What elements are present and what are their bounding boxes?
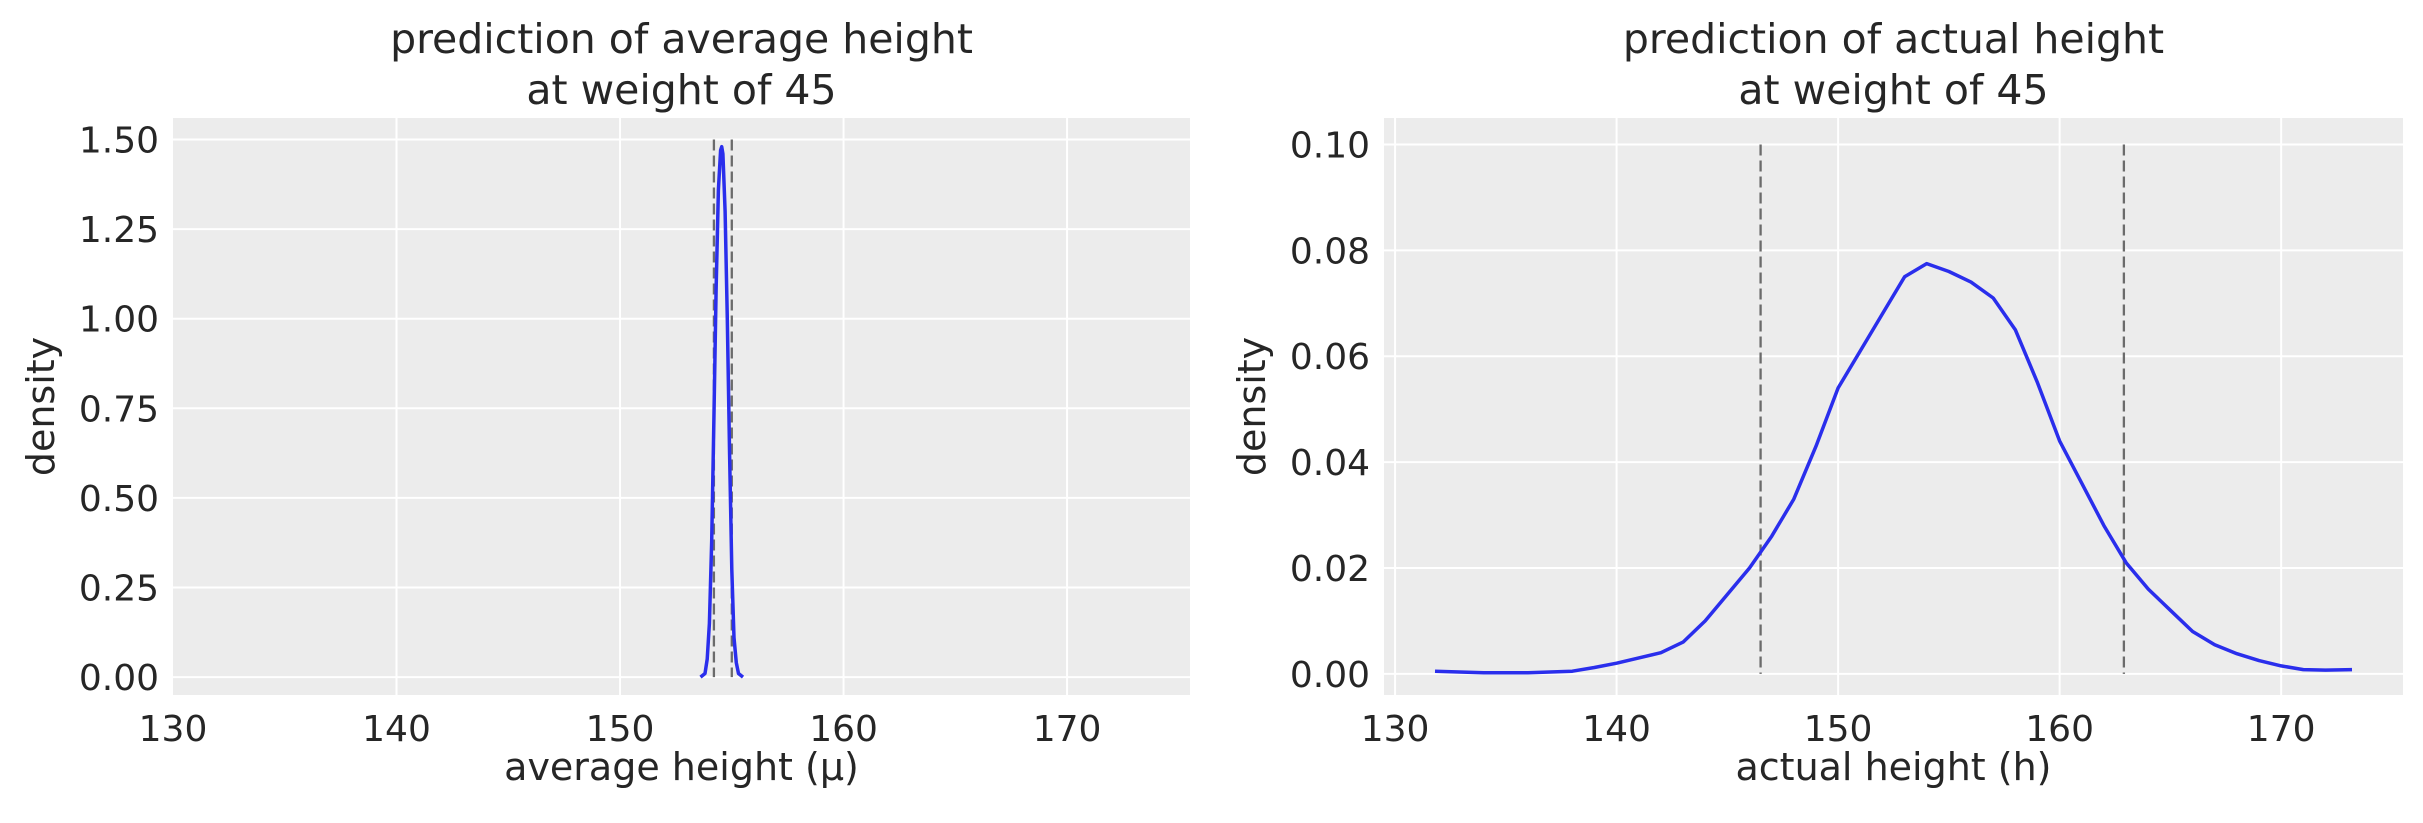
y-tick-label: 1.50 xyxy=(79,121,159,162)
chart-title-line: prediction of average height xyxy=(390,15,973,63)
y-tick-label: 0.10 xyxy=(1290,125,1370,166)
x-tick-label: 130 xyxy=(1361,709,1430,750)
chart-title-line: at weight of 45 xyxy=(526,66,836,114)
plot-area xyxy=(1384,118,2403,695)
y-tick-label: 1.25 xyxy=(79,210,159,251)
x-tick-label: 130 xyxy=(139,709,208,750)
density-curve xyxy=(699,144,745,679)
x-tick-label: 140 xyxy=(362,709,431,750)
x-tick-label: 160 xyxy=(809,709,878,750)
y-tick-label: 0.04 xyxy=(1290,443,1370,484)
density-curve xyxy=(1434,261,2353,675)
x-tick-label: 170 xyxy=(1033,709,1102,750)
y-tick-label: 1.00 xyxy=(79,300,159,341)
x-axis-label: actual height (h) xyxy=(1735,745,2051,789)
chart-title-line: at weight of 45 xyxy=(1738,66,2048,114)
y-axis-label: density xyxy=(1230,337,1274,476)
plot-area xyxy=(173,118,1190,695)
y-tick-label: 0.00 xyxy=(79,658,159,699)
y-tick-label: 0.06 xyxy=(1290,337,1370,378)
y-tick-label: 0.75 xyxy=(79,389,159,430)
x-tick-label: 150 xyxy=(586,709,655,750)
y-tick-label: 0.02 xyxy=(1290,549,1370,590)
x-tick-label: 160 xyxy=(2025,709,2094,750)
chart-title-line: prediction of actual height xyxy=(1623,15,2164,63)
x-axis-label: average height (μ) xyxy=(504,745,859,789)
y-tick-label: 0.08 xyxy=(1290,231,1370,272)
y-tick-label: 0.25 xyxy=(79,568,159,609)
y-tick-label: 0.00 xyxy=(1290,655,1370,696)
y-tick-label: 0.50 xyxy=(79,479,159,520)
y-axis-label: density xyxy=(19,337,63,476)
x-tick-label: 140 xyxy=(1582,709,1651,750)
left-chart-panel: 130 140 150 160 170 0.00 0.25 0.50 0.75 1.00 1.25 1… xyxy=(19,15,1190,789)
x-tick-label: 170 xyxy=(2247,709,2316,750)
x-tick-label: 150 xyxy=(1804,709,1873,750)
right-chart-panel: 130 140 150 160 170 0.00 0.02 0.04 0.06 0.08 0.10 p… xyxy=(1230,15,2403,789)
